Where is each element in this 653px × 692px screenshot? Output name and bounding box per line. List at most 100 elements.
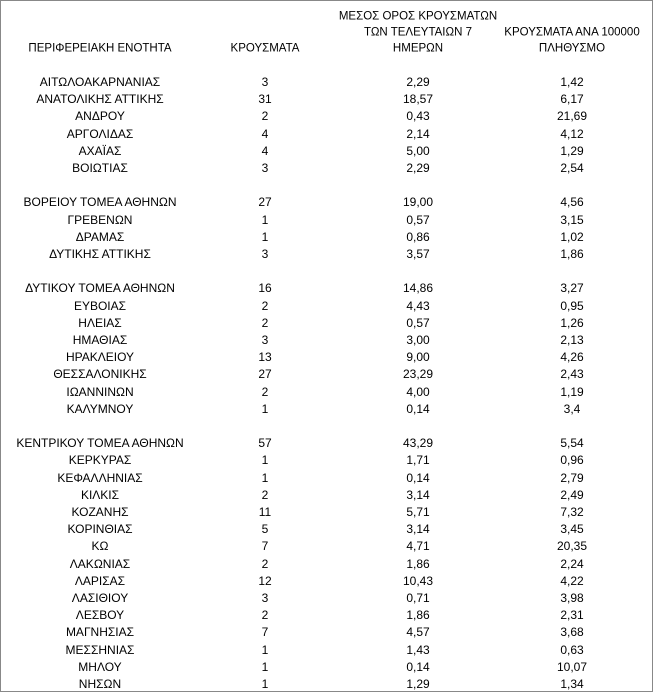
cases: 4 [261, 143, 269, 158]
seven-day-average: 3,14 [406, 487, 430, 502]
cases-per-100000: 1,29 [560, 143, 584, 158]
cases: 7 [261, 539, 269, 554]
cases: 3 [261, 75, 269, 89]
region-name: ΒΟΡΕΙΟΥ ΤΟΜΕΑ ΑΘΗΝΩΝ [23, 195, 177, 210]
seven-day-average: 19,00 [402, 195, 434, 210]
region-name: ΙΩΑΝΝΙΝΩΝ [66, 384, 134, 399]
region-name: ΛΑΣΙΘΙΟΥ [71, 591, 129, 605]
region-name: ΕΥΒΟΙΑΣ [73, 298, 127, 313]
region-name: ΗΛΕΙΑΣ [78, 315, 122, 330]
cases-per-100000: 1,19 [560, 384, 584, 399]
cases-per-100000: 4,22 [560, 573, 584, 588]
region-name: ΑΡΓΟΛΙΔΑΣ [66, 126, 134, 141]
cases-per-100000: 0,96 [560, 453, 584, 468]
region-name: ΚΙΛΚΙΣ [80, 487, 120, 502]
seven-day-average: 3,57 [406, 247, 430, 261]
cases: 11 [258, 505, 272, 519]
cases: 57 [258, 436, 272, 451]
cases: 27 [258, 195, 272, 210]
cases-per-100000: 4,12 [560, 126, 584, 141]
region-name: ΓΡΕΒΕΝΩΝ [67, 212, 133, 227]
cases: 1 [261, 659, 269, 674]
region-name: ΜΑΓΝΗΣΙΑΣ [65, 625, 135, 640]
seven-day-average: 43,29 [402, 436, 434, 451]
column-header: ΜΕΣΟΣ ΟΡΟΣ ΚΡΟΥΣΜΑΤΩΝ [338, 10, 498, 23]
cases-per-100000: 1,86 [560, 247, 584, 261]
column-header: ΤΩΝ ΤΕΛΕΥΤΑΙΩΝ 7 [364, 26, 472, 39]
cases: 2 [261, 556, 269, 571]
cases-per-100000: 2,49 [560, 487, 584, 502]
region-name: ΑΝΔΡΟΥ [75, 109, 125, 124]
seven-day-average: 14,86 [402, 281, 434, 296]
cases-per-100000: 4,26 [560, 350, 584, 365]
seven-day-average: 4,57 [406, 625, 430, 640]
cases-per-100000: 4,56 [560, 195, 584, 210]
cases: 3 [261, 333, 269, 347]
seven-day-average: 23,29 [402, 367, 434, 382]
seven-day-average: 0,57 [406, 212, 430, 227]
seven-day-average: 0,43 [406, 109, 430, 124]
cases: 12 [258, 573, 272, 588]
region-name: ΑΝΑΤΟΛΙΚΗΣ ΑΤΤΙΚΗΣ [36, 92, 164, 107]
seven-day-average: 1,29 [406, 677, 430, 691]
cases-per-100000: 1,42 [560, 75, 584, 89]
cases-per-100000: 2,54 [560, 161, 584, 175]
cases-per-100000: 3,98 [560, 591, 584, 605]
region-name: ΚΟΡΙΝΘΙΑΣ [67, 522, 133, 537]
seven-day-average: 0,71 [406, 591, 430, 605]
cases-per-100000: 3,27 [560, 281, 584, 296]
cases-per-100000: 3,15 [560, 212, 584, 227]
seven-day-average: 4,71 [406, 539, 430, 554]
region-name: ΗΡΑΚΛΕΙΟΥ [65, 350, 135, 365]
cases: 1 [261, 453, 269, 468]
region-name: ΑΙΤΩΛΟΑΚΑΡΝΑΝΙΑΣ [39, 75, 161, 89]
seven-day-average: 0,57 [406, 315, 430, 330]
seven-day-average: 3,00 [406, 333, 430, 347]
cases-per-100000: 1,34 [560, 677, 584, 691]
cases-per-100000: 3,68 [560, 625, 584, 640]
region-name: ΛΑΡΙΣΑΣ [74, 573, 126, 588]
seven-day-average: 2,14 [406, 126, 430, 141]
cases: 3 [261, 591, 269, 605]
seven-day-average: 9,00 [406, 350, 430, 365]
region-name: ΛΕΣΒΟΥ [75, 608, 125, 623]
region-name: ΚΟΖΑΝΗΣ [71, 505, 129, 519]
column-header: ΠΛΗΘΥΣΜΟ [538, 42, 606, 55]
seven-day-average: 5,00 [406, 143, 430, 158]
cases-per-100000: 2,13 [560, 333, 584, 347]
cases: 7 [261, 625, 269, 640]
seven-day-average: 2,29 [406, 161, 430, 175]
seven-day-average: 4,43 [406, 298, 430, 313]
cases: 13 [258, 350, 272, 365]
seven-day-average: 0,14 [406, 401, 430, 416]
cases-per-100000: 10,07 [556, 659, 588, 674]
seven-day-average: 1,86 [406, 556, 430, 571]
cases-per-100000: 3,4 [563, 401, 581, 416]
region-name: ΒΟΙΩΤΙΑΣ [72, 161, 128, 175]
seven-day-average: 1,86 [406, 608, 430, 623]
cases-per-100000: 2,43 [560, 367, 584, 382]
seven-day-average: 2,29 [406, 75, 430, 89]
cases-per-100000: 20,35 [556, 539, 588, 554]
region-name: ΔΡΑΜΑΣ [75, 229, 125, 244]
seven-day-average: 0,86 [406, 229, 430, 244]
column-header: ΠΕΡΙΦΕΡΕΙΑΚΗ ΕΝΟΤΗΤΑ [28, 42, 172, 55]
cases: 3 [261, 161, 269, 175]
region-name: ΚΕΡΚΥΡΑΣ [68, 453, 132, 468]
cases: 5 [261, 522, 269, 537]
region-name: ΚΩ [91, 539, 109, 554]
region-name: ΝΗΣΩΝ [78, 677, 122, 691]
cases: 16 [258, 281, 272, 296]
cases-per-100000: 2,79 [560, 470, 584, 485]
cases-per-100000: 7,32 [560, 505, 584, 519]
cases: 1 [261, 401, 269, 416]
region-name: ΚΕΝΤΡΙΚΟΥ ΤΟΜΕΑ ΑΘΗΝΩΝ [16, 436, 184, 451]
cases: 1 [261, 229, 269, 244]
cases-per-100000: 5,54 [560, 436, 584, 451]
region-name: ΚΕΦΑΛΛΗΝΙΑΣ [57, 470, 143, 485]
cases-per-100000: 1,02 [560, 229, 584, 244]
seven-day-average: 1,71 [406, 453, 430, 468]
region-name: ΔΥΤΙΚΟΥ ΤΟΜΕΑ ΑΘΗΝΩΝ [25, 281, 175, 296]
cases-per-100000: 2,31 [560, 608, 584, 623]
region-name: ΘΕΣΣΑΛΟΝΙΚΗΣ [53, 367, 147, 382]
